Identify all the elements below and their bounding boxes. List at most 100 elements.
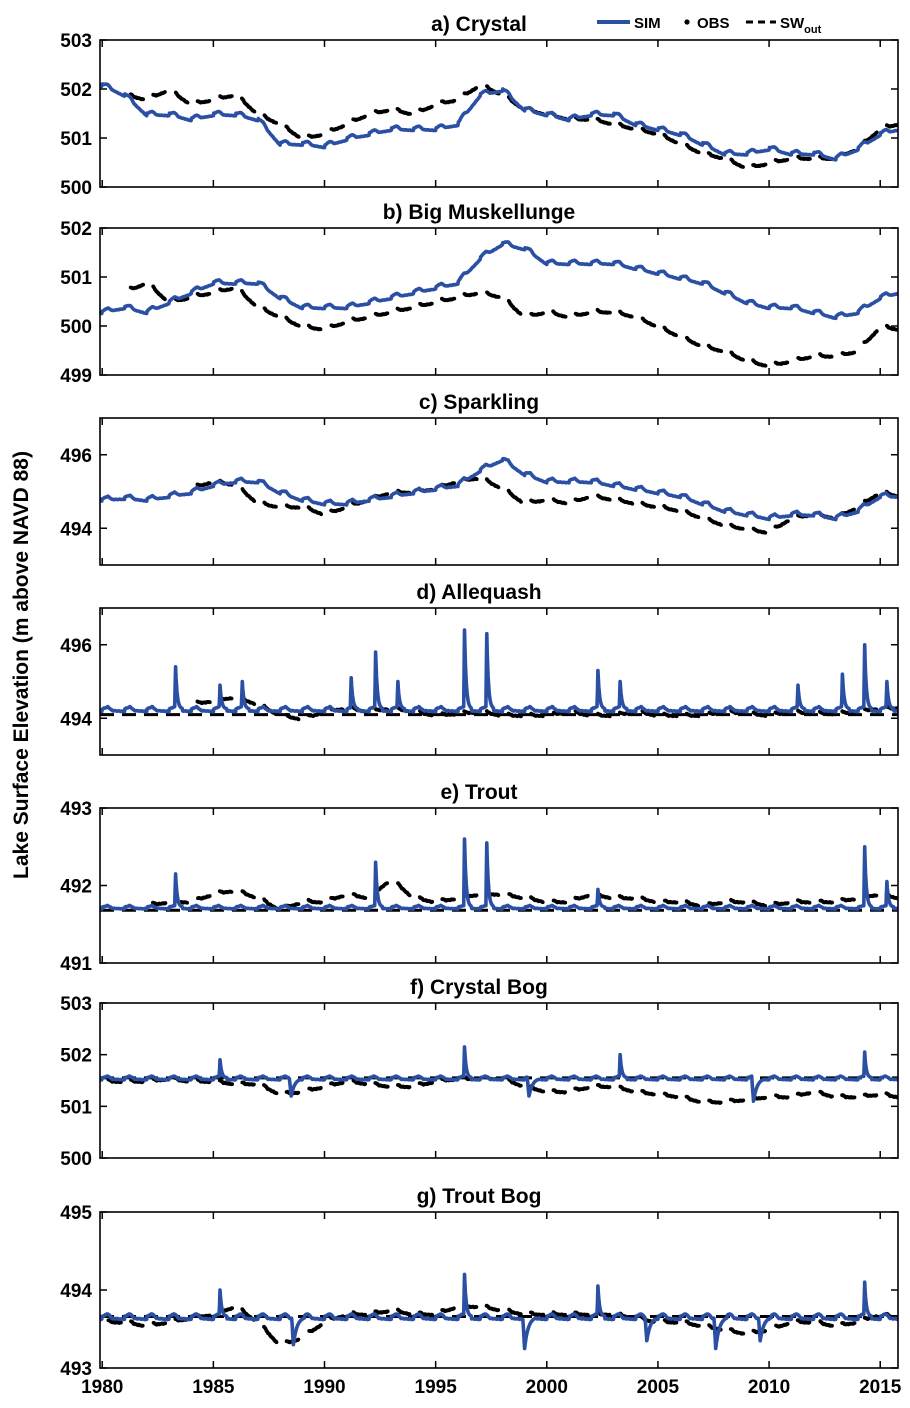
plot-area <box>100 628 898 722</box>
panel-title: d) Allequash <box>416 581 541 604</box>
obs-point <box>230 1306 235 1310</box>
obs-point <box>874 329 879 334</box>
obs-point <box>141 97 146 102</box>
obs-point <box>697 1099 701 1104</box>
obs-point <box>696 515 701 520</box>
obs-point <box>385 311 390 316</box>
x-tick-label: 1990 <box>303 1377 345 1398</box>
sim-line <box>100 1272 898 1351</box>
obs-point <box>518 1312 523 1316</box>
obs-point <box>808 157 812 161</box>
obs-point <box>829 354 834 359</box>
obs-point <box>585 117 590 122</box>
obs-point <box>807 712 812 717</box>
obs-point <box>719 349 724 353</box>
obs-point <box>696 150 701 155</box>
obs-point <box>318 1323 323 1328</box>
obs-point <box>785 1095 790 1100</box>
axes-frame <box>99 607 899 756</box>
sim-line <box>100 837 898 911</box>
obs-point <box>607 896 612 901</box>
obs-point <box>408 112 412 116</box>
obs-point <box>229 696 234 701</box>
obs-point <box>252 1082 256 1087</box>
obs-point <box>296 902 301 906</box>
obs-point <box>319 512 323 517</box>
obs-point <box>630 501 635 506</box>
obs-point <box>318 327 323 332</box>
panel-1: a) Crystal 500 501 502 503 <box>60 13 899 199</box>
axes-frame <box>99 807 899 964</box>
x-tick-label: 2015 <box>859 1377 902 1398</box>
obs-point <box>741 165 745 169</box>
obs-point <box>830 1094 834 1099</box>
obs-point <box>163 297 167 302</box>
obs-point <box>741 900 746 905</box>
obs-point <box>741 357 745 362</box>
obs-point <box>185 900 190 905</box>
obs-point <box>718 901 723 906</box>
obs-point <box>452 897 456 902</box>
obs-point <box>652 505 656 509</box>
obs-point <box>674 1320 679 1325</box>
obs-point <box>407 1312 412 1316</box>
panel-2: b) Big Muskellunge 499 500 501 502 <box>60 201 899 387</box>
obs-point <box>274 504 278 509</box>
obs-point <box>385 1309 390 1314</box>
obs-point <box>785 157 790 162</box>
obs-point <box>274 313 279 318</box>
legend: SIM OBS SWout <box>597 15 822 36</box>
obs-point <box>207 481 212 486</box>
obs-point <box>607 714 612 719</box>
y-tick-label: 494 <box>60 709 92 730</box>
obs-point <box>229 890 234 894</box>
obs-point <box>563 314 568 319</box>
obs-point <box>429 301 434 306</box>
obs-point <box>429 104 434 109</box>
obs-point <box>207 700 212 705</box>
x-tick-label: 1980 <box>81 1377 123 1398</box>
obs-point <box>540 900 545 905</box>
y-tick-label: 502 <box>60 80 92 101</box>
obs-point <box>563 900 568 905</box>
obs-point <box>674 509 679 513</box>
obs-point <box>585 1086 590 1090</box>
obs-point <box>585 713 589 718</box>
obs-point <box>697 1323 701 1328</box>
obs-point <box>252 302 257 307</box>
obs-point <box>786 519 790 524</box>
obs-point <box>540 498 545 503</box>
obs-point <box>140 1323 145 1328</box>
obs-point <box>296 717 301 722</box>
panel-4: d) Allequash 494 496 <box>60 581 899 756</box>
obs-point <box>207 99 212 103</box>
obs-point <box>719 523 723 527</box>
obs-point <box>496 295 501 299</box>
obs-point <box>652 131 657 136</box>
obs-point <box>452 481 456 486</box>
obs-point <box>740 526 745 531</box>
obs-point <box>852 350 857 355</box>
obs-point <box>429 713 434 718</box>
obs-point <box>496 485 501 490</box>
obs-point <box>319 900 323 905</box>
obs-point <box>874 893 879 898</box>
y-tick-label: 503 <box>60 31 92 52</box>
obs-point <box>652 713 656 718</box>
obs-point <box>363 896 368 900</box>
obs-point <box>874 1093 879 1098</box>
obs-point <box>585 1312 590 1317</box>
obs-point <box>540 714 545 719</box>
obs-point <box>807 900 812 905</box>
obs-point <box>585 495 589 500</box>
obs-point <box>830 1323 834 1328</box>
obs-point <box>518 312 523 316</box>
obs-point <box>407 1085 412 1089</box>
obs-point <box>541 1312 546 1317</box>
legend-sim-label: SIM <box>634 15 661 32</box>
obs-point <box>229 286 234 291</box>
y-tick-label: 496 <box>60 446 92 467</box>
obs-point <box>496 713 501 718</box>
obs-point <box>741 1098 746 1103</box>
obs-point <box>252 895 256 900</box>
